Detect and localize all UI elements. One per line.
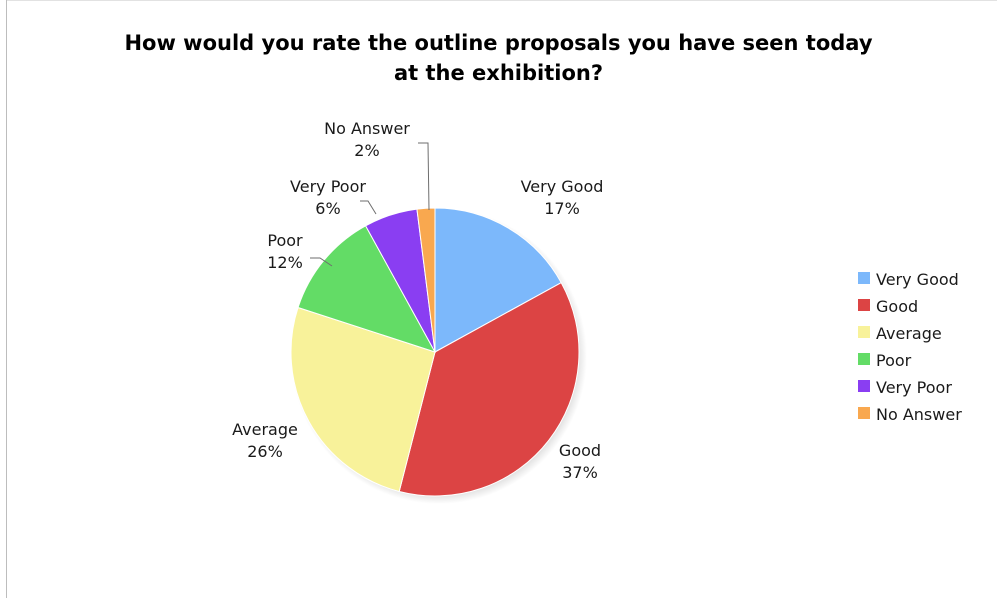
legend-item-very-good[interactable]: Very Good [858, 270, 959, 289]
data-label-very-good: Very Good 17% [521, 177, 604, 218]
chart-title-line-2: at the exhibition? [393, 61, 604, 85]
leader-line-very-poor [360, 200, 377, 215]
legend-swatch-poor [858, 353, 870, 365]
legend-label-good: Good [876, 297, 918, 316]
legend-label-very-poor: Very Poor [876, 378, 952, 397]
legend-swatch-no-answer [858, 407, 870, 419]
frame-top-border [6, 0, 997, 1]
chart-title: How would you rate the outline proposals… [0, 28, 997, 88]
leader-line-poor [310, 257, 333, 267]
frame-left-border [6, 0, 7, 598]
legend-item-average[interactable]: Average [858, 324, 942, 343]
legend-label-average: Average [876, 324, 942, 343]
pie-leader-lines [310, 142, 430, 267]
data-label-average: Average 26% [232, 420, 298, 461]
data-label-very-poor: Very Poor 6% [290, 177, 366, 218]
leader-line-no-answer [418, 142, 430, 211]
legend-item-no-answer[interactable]: No Answer [858, 405, 962, 424]
pie-slices [290, 207, 580, 497]
data-label-no-answer: No Answer 2% [324, 119, 410, 160]
chart-legend: Very Good Good Average Poor Very Poor No Answ… [858, 270, 962, 424]
data-label-poor: Poor 12% [267, 231, 303, 272]
data-label-good: Good 37% [559, 441, 601, 482]
legend-swatch-very-good [858, 272, 870, 284]
pie-slice-average [290, 306, 436, 493]
legend-item-poor[interactable]: Poor [858, 351, 912, 370]
legend-label-very-good: Very Good [876, 270, 959, 289]
legend-swatch-average [858, 326, 870, 338]
chart-title-line-1: How would you rate the outline proposals… [124, 31, 873, 55]
legend-label-poor: Poor [876, 351, 912, 370]
legend-item-good[interactable]: Good [858, 297, 918, 316]
legend-item-very-poor[interactable]: Very Poor [858, 378, 952, 397]
legend-swatch-good [858, 299, 870, 311]
legend-label-no-answer: No Answer [876, 405, 962, 424]
legend-swatch-very-poor [858, 380, 870, 392]
pie-slice-good [398, 281, 580, 497]
pie-data-labels: Very Good 17% Good 37% Average 26% Poor 12% Very… [232, 119, 603, 482]
pie-slice-very-good [434, 207, 562, 353]
pie-slice-no-answer [416, 207, 436, 353]
